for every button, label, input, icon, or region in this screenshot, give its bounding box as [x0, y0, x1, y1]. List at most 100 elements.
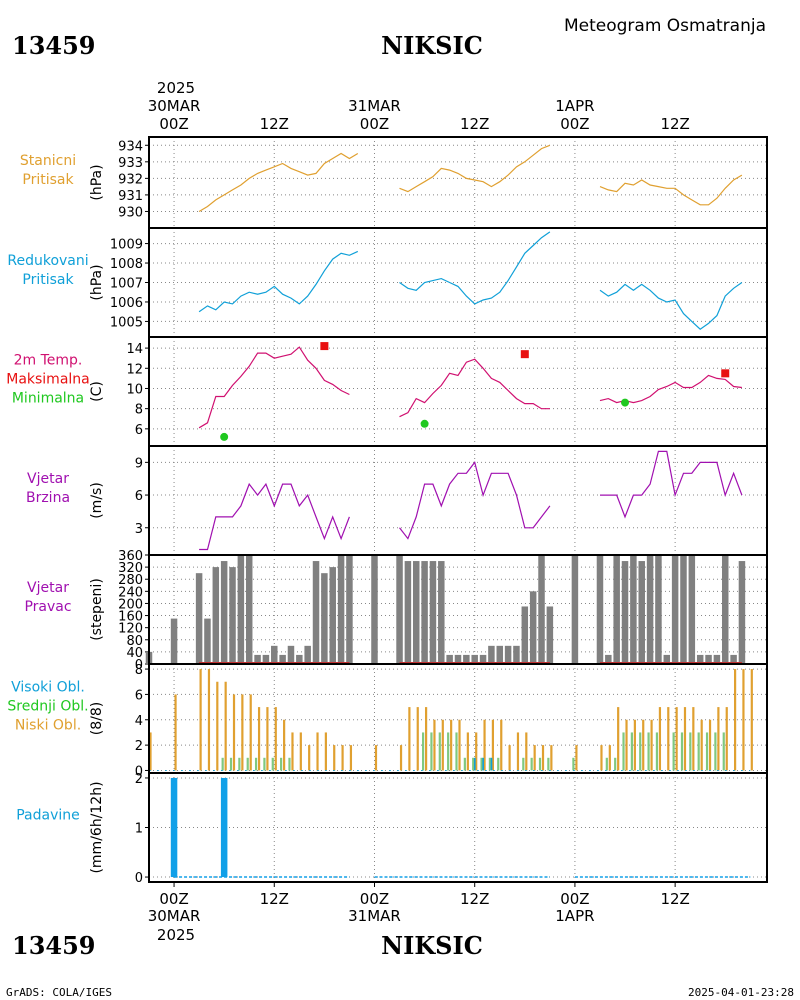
wind-direction-bar [479, 654, 487, 664]
ytick-label: 932 [118, 172, 143, 187]
ytick-label: 280 [118, 573, 143, 588]
panel-precipitation: 0 1 2 (mm/6h/12h) Padavine [16, 772, 768, 886]
ytick-label: 320 [118, 561, 143, 576]
mid-cloud-bar [614, 757, 617, 771]
wind-direction-bar [287, 645, 295, 664]
mid-cloud-bar [238, 757, 241, 771]
ytick-label: 0 [135, 871, 143, 886]
panel-label-pressure: Stanicni [20, 153, 76, 169]
ytick-label: 12 [126, 362, 143, 377]
low-cloud-bar [424, 707, 428, 771]
series-line-wind_speed [600, 450, 743, 519]
low-cloud-bar [199, 669, 202, 771]
wind-direction-bar [245, 555, 253, 664]
mid-cloud-bar [538, 757, 542, 771]
mid-cloud-bar [705, 732, 709, 771]
min-temp-marker [621, 398, 630, 407]
low-cloud-bar [324, 732, 327, 771]
low-cloud-bar [750, 669, 753, 771]
wind-direction-bar [438, 561, 445, 664]
low-cloud-bar [742, 669, 745, 771]
ytick-label: 930 [118, 205, 143, 220]
min-temp-marker [420, 419, 429, 428]
wind-direction-bar [646, 555, 654, 664]
panel-frame-pressure [148, 136, 768, 229]
ytick-label: 1005 [110, 315, 143, 330]
bottom-hour-label: 00Z [560, 890, 589, 908]
wind-direction-bar [396, 555, 403, 664]
panel-label-temperature: Maksimalna [6, 372, 90, 388]
wind-direction-bar [538, 555, 545, 664]
low-cloud-bar [441, 719, 444, 771]
panel-label-precipitation: Padavine [16, 808, 80, 824]
wind-direction-bar [329, 567, 336, 664]
low-cloud-bar [733, 669, 737, 771]
low-cloud-bar [349, 745, 353, 771]
bottom-date-label: 30MAR [148, 907, 201, 925]
mid-cloud-bar [639, 732, 642, 771]
top-date-label: 1APR [555, 97, 594, 115]
top-year-label: 2025 [157, 79, 195, 97]
ytick-label: 0 [135, 764, 143, 779]
wind-direction-bar [271, 645, 278, 664]
wind-direction-bar [412, 561, 420, 664]
bottom-hour-label: 12Z [660, 890, 689, 908]
ytick-label: 360 [118, 549, 143, 564]
wind-direction-bar [312, 561, 320, 664]
wind-direction-bar [195, 573, 203, 664]
bottom-hour-label: 12Z [260, 890, 289, 908]
panel-label-wind_speed: Vjetar [27, 471, 69, 487]
bottom-date-label: 31MAR [348, 907, 401, 925]
panel-label-temperature: Minimalna [12, 391, 84, 407]
bottom-hour-label: 00Z [360, 890, 389, 908]
ytick-label: 1007 [110, 277, 143, 292]
ytick-label: 14 [126, 342, 143, 357]
wind-direction-bar [621, 561, 629, 664]
low-cloud-bar [408, 707, 411, 771]
low-cloud-bar [450, 719, 453, 771]
station-id-bottom: 13459 [12, 931, 96, 960]
grads-credit: GrADS: COLA/IGES [6, 986, 112, 999]
wind-direction-bar [404, 561, 412, 664]
mid-cloud-bar [522, 757, 525, 771]
low-cloud-bar [700, 719, 703, 771]
wind-direction-bar [688, 555, 696, 664]
panel-label-temperature: 2m Temp. [14, 353, 83, 369]
mid-cloud-bar [714, 732, 717, 771]
mid-cloud-bar [288, 757, 291, 771]
wind-direction-bar [488, 645, 495, 664]
low-cloud-bar [174, 694, 177, 771]
low-cloud-bar [642, 719, 645, 771]
ytick-label: 40 [126, 646, 143, 661]
wind-direction-bar [446, 654, 453, 664]
station-id-top: 13459 [12, 31, 96, 60]
ylabel-temperature: (C) [89, 381, 105, 402]
wind-direction-bar [229, 567, 236, 664]
ytick-label: 1 [135, 822, 143, 837]
low-cloud-bar [232, 694, 236, 771]
ytick-label: 9 [135, 456, 143, 471]
panel-label-reduced_pressure: Redukovani [7, 253, 88, 269]
wind-direction-bar [596, 555, 604, 664]
wind-direction-bar [721, 555, 729, 664]
wind-direction-bar [429, 561, 437, 664]
mid-cloud-bar [455, 732, 458, 771]
wind-direction-bar [730, 654, 737, 664]
low-cloud-bar [708, 719, 712, 771]
series-line-pressure [599, 174, 743, 206]
top-hour-label: 12Z [660, 115, 689, 133]
low-cloud-bar [625, 719, 628, 771]
ytick-label: 933 [118, 156, 143, 171]
mid-cloud-bar [421, 732, 425, 771]
ytick-label: 2 [135, 772, 143, 787]
low-cloud-bar [541, 745, 545, 771]
wind-direction-bar [237, 555, 245, 664]
low-cloud-bar [491, 719, 495, 771]
wind-direction-bar [671, 555, 679, 664]
series-line-wind_speed [399, 461, 551, 540]
series-line-reduced_pressure [399, 231, 551, 305]
